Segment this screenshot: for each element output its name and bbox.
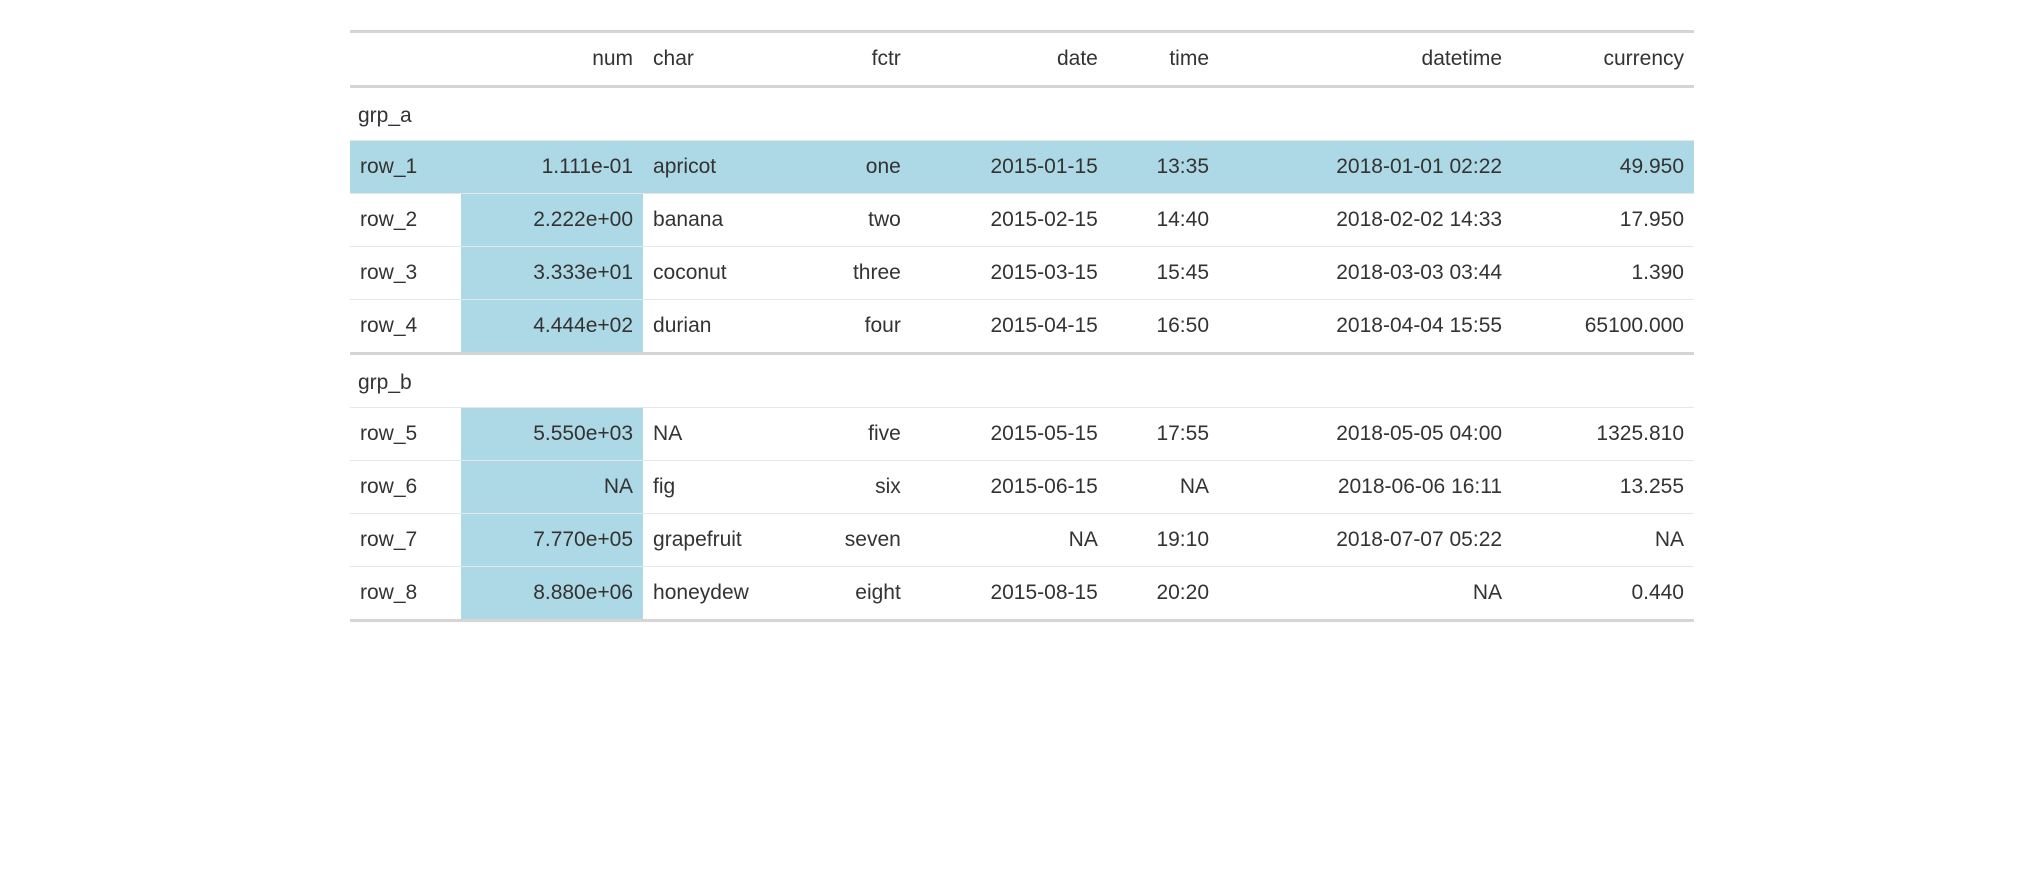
table-row: row_6 NA fig six 2015-06-15 NA 2018-06-0… — [350, 461, 1694, 514]
cell-date: 2015-03-15 — [911, 247, 1108, 300]
group-label: grp_a — [350, 87, 1694, 141]
cell-time: 15:45 — [1108, 247, 1219, 300]
cell-char: NA — [643, 408, 805, 461]
cell-fctr: one — [805, 141, 911, 194]
cell-datetime: 2018-07-07 05:22 — [1219, 514, 1512, 567]
group-label-row: grp_a — [350, 87, 1694, 141]
table-row: row_1 1.111e-01 apricot one 2015-01-15 1… — [350, 141, 1694, 194]
table-row: row_4 4.444e+02 durian four 2015-04-15 1… — [350, 300, 1694, 354]
table-row: row_3 3.333e+01 coconut three 2015-03-15… — [350, 247, 1694, 300]
group-label: grp_b — [350, 354, 1694, 408]
cell-currency: 0.440 — [1512, 567, 1694, 621]
cell-char: honeydew — [643, 567, 805, 621]
col-header-datetime: datetime — [1219, 32, 1512, 87]
cell-date: 2015-04-15 — [911, 300, 1108, 354]
col-header-num: num — [461, 32, 643, 87]
cell-fctr: eight — [805, 567, 911, 621]
col-header-date: date — [911, 32, 1108, 87]
cell-date: 2015-06-15 — [911, 461, 1108, 514]
cell-char: fig — [643, 461, 805, 514]
cell-currency: 1.390 — [1512, 247, 1694, 300]
cell-num: 4.444e+02 — [461, 300, 643, 354]
table-row: row_8 8.880e+06 honeydew eight 2015-08-1… — [350, 567, 1694, 621]
cell-datetime: 2018-06-06 16:11 — [1219, 461, 1512, 514]
cell-num: 8.880e+06 — [461, 567, 643, 621]
cell-fctr: two — [805, 194, 911, 247]
cell-currency: 17.950 — [1512, 194, 1694, 247]
cell-currency: NA — [1512, 514, 1694, 567]
cell-currency: 13.255 — [1512, 461, 1694, 514]
cell-time: 17:55 — [1108, 408, 1219, 461]
data-table: num char fctr date time datetime currenc… — [350, 30, 1694, 622]
table-row: row_5 5.550e+03 NA five 2015-05-15 17:55… — [350, 408, 1694, 461]
cell-date: 2015-02-15 — [911, 194, 1108, 247]
col-header-char: char — [643, 32, 805, 87]
cell-stub: row_1 — [350, 141, 461, 194]
cell-stub: row_4 — [350, 300, 461, 354]
cell-stub: row_7 — [350, 514, 461, 567]
cell-stub: row_2 — [350, 194, 461, 247]
col-header-stub — [350, 32, 461, 87]
cell-fctr: five — [805, 408, 911, 461]
cell-currency: 49.950 — [1512, 141, 1694, 194]
cell-num: 5.550e+03 — [461, 408, 643, 461]
cell-date: 2015-01-15 — [911, 141, 1108, 194]
table-header-row: num char fctr date time datetime currenc… — [350, 32, 1694, 87]
cell-time: 19:10 — [1108, 514, 1219, 567]
cell-stub: row_6 — [350, 461, 461, 514]
cell-currency: 1325.810 — [1512, 408, 1694, 461]
table-row: row_2 2.222e+00 banana two 2015-02-15 14… — [350, 194, 1694, 247]
cell-char: banana — [643, 194, 805, 247]
cell-stub: row_3 — [350, 247, 461, 300]
cell-num: 1.111e-01 — [461, 141, 643, 194]
cell-datetime: 2018-03-03 03:44 — [1219, 247, 1512, 300]
cell-stub: row_5 — [350, 408, 461, 461]
cell-num: 2.222e+00 — [461, 194, 643, 247]
cell-date: NA — [911, 514, 1108, 567]
cell-date: 2015-05-15 — [911, 408, 1108, 461]
cell-datetime: 2018-02-02 14:33 — [1219, 194, 1512, 247]
cell-time: NA — [1108, 461, 1219, 514]
col-header-time: time — [1108, 32, 1219, 87]
cell-time: 14:40 — [1108, 194, 1219, 247]
cell-fctr: six — [805, 461, 911, 514]
cell-currency: 65100.000 — [1512, 300, 1694, 354]
cell-datetime: NA — [1219, 567, 1512, 621]
group-label-row: grp_b — [350, 354, 1694, 408]
cell-time: 13:35 — [1108, 141, 1219, 194]
col-header-currency: currency — [1512, 32, 1694, 87]
cell-datetime: 2018-05-05 04:00 — [1219, 408, 1512, 461]
cell-num: 7.770e+05 — [461, 514, 643, 567]
cell-num: 3.333e+01 — [461, 247, 643, 300]
cell-char: coconut — [643, 247, 805, 300]
cell-date: 2015-08-15 — [911, 567, 1108, 621]
cell-char: apricot — [643, 141, 805, 194]
cell-char: grapefruit — [643, 514, 805, 567]
col-header-fctr: fctr — [805, 32, 911, 87]
cell-fctr: four — [805, 300, 911, 354]
cell-fctr: three — [805, 247, 911, 300]
cell-time: 20:20 — [1108, 567, 1219, 621]
cell-fctr: seven — [805, 514, 911, 567]
cell-num: NA — [461, 461, 643, 514]
cell-time: 16:50 — [1108, 300, 1219, 354]
cell-datetime: 2018-01-01 02:22 — [1219, 141, 1512, 194]
cell-datetime: 2018-04-04 15:55 — [1219, 300, 1512, 354]
cell-char: durian — [643, 300, 805, 354]
table-row: row_7 7.770e+05 grapefruit seven NA 19:1… — [350, 514, 1694, 567]
cell-stub: row_8 — [350, 567, 461, 621]
